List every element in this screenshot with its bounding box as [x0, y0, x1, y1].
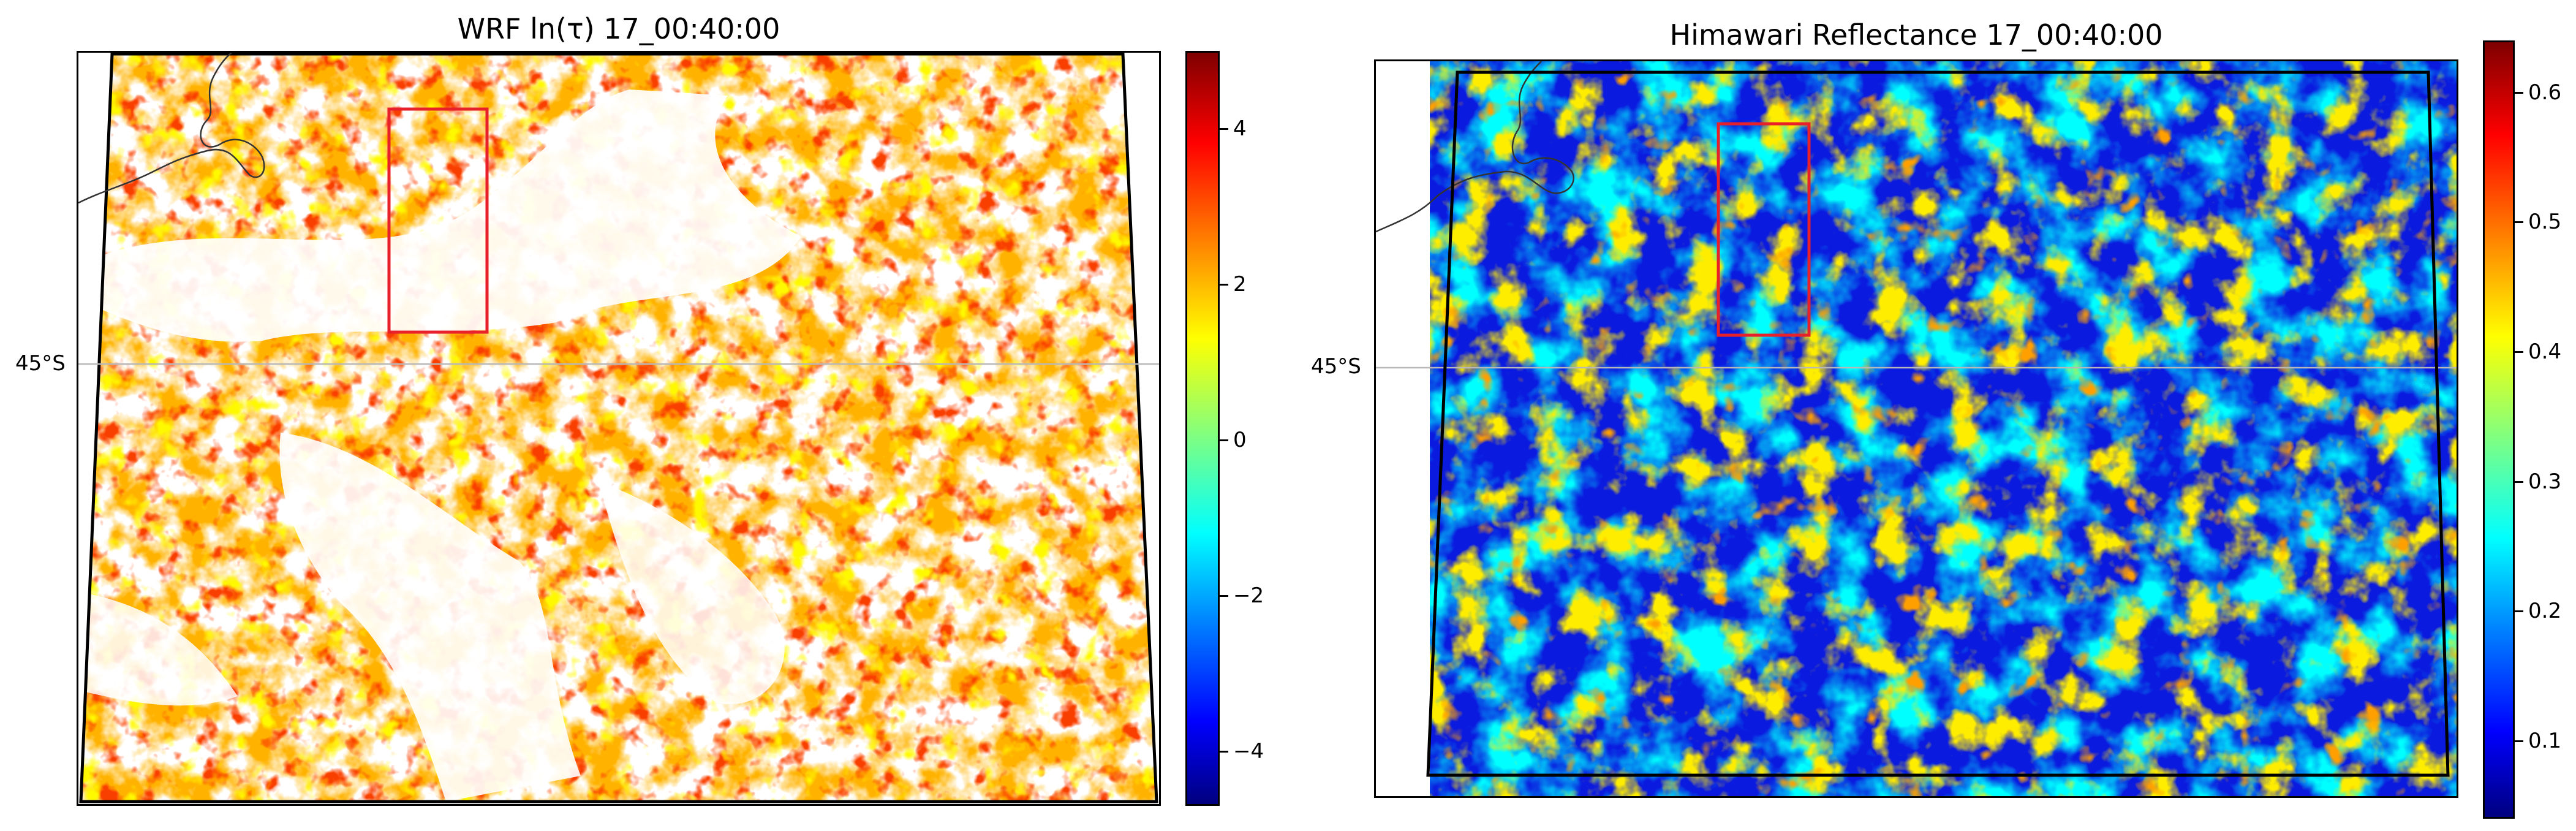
right-colorbar-tick-label: 0.4 — [2528, 340, 2562, 364]
left-colorbar-tick-label: 0 — [1233, 428, 1247, 453]
left-colorbar-tick — [1220, 595, 1228, 598]
left-coastline — [78, 53, 265, 204]
left-highlight-box — [387, 107, 489, 334]
right-colorbar-tick — [2515, 91, 2523, 94]
left-colorbar-tick — [1220, 284, 1228, 286]
right-colorbar-tick — [2515, 610, 2523, 613]
left-colorbar-tick — [1220, 751, 1228, 753]
right-colorbar-tick-label: 0.2 — [2528, 599, 2562, 624]
right-highlight-box — [1717, 122, 1811, 337]
left-domain-outline — [79, 53, 1158, 803]
left-colorbar-tick-label: 2 — [1233, 272, 1247, 297]
right-map-area — [1374, 59, 2458, 798]
left-colorbar-tick — [1220, 128, 1228, 130]
right-map-title: Himawari Reflectance 17_00:40:00 — [1669, 18, 2163, 51]
right-colorbar-tick — [2515, 221, 2523, 224]
right-colorbar-tick — [2515, 740, 2523, 742]
right-colorbar-tick-label: 0.3 — [2528, 469, 2562, 494]
left-colorbar-tick-label: 4 — [1233, 116, 1247, 141]
right-colorbar-tick-label: 0.5 — [2528, 210, 2562, 235]
right-coastline — [1376, 61, 1574, 233]
right-colorbar — [2483, 40, 2515, 819]
left-colorbar — [1185, 51, 1220, 806]
left-map-area — [77, 51, 1161, 806]
right-colorbar-tick — [2515, 351, 2523, 353]
left-map-title: WRF ln(τ) 17_00:40:00 — [457, 12, 780, 45]
left-colorbar-tick-label: −2 — [1233, 583, 1264, 609]
right-lat-label: 45°S — [1311, 354, 1361, 379]
left-map-svg — [78, 53, 1159, 803]
left-lat-label: 45°S — [15, 351, 66, 376]
left-colorbar-tick-label: −4 — [1233, 739, 1264, 764]
right-colorbar-tick-label: 0.6 — [2528, 80, 2562, 105]
right-colorbar-tick-label: 0.1 — [2528, 729, 2562, 753]
left-colorbar-tick — [1220, 439, 1228, 442]
right-colorbar-tick — [2515, 480, 2523, 483]
right-map-svg — [1376, 61, 2457, 796]
right-domain-outline — [1426, 70, 2450, 777]
